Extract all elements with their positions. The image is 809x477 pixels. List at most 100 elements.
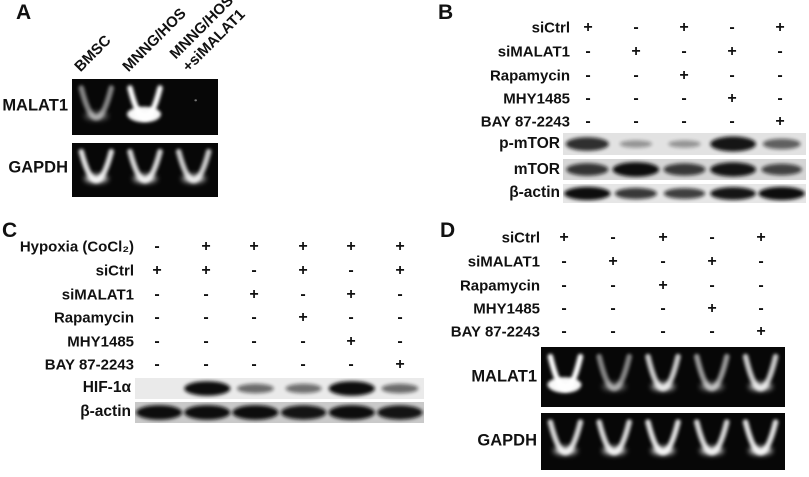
panel-d-sign-rapamycin-lane-2: - <box>610 277 616 294</box>
panel-d-row-mhy1485-label: MHY1485 <box>473 300 540 318</box>
panel-b-row-rapamycin-label: Rapamycin <box>489 67 570 85</box>
panel-d-sign-mhy1485-lane-1: - <box>561 300 567 317</box>
panel-d-sign-rapamycin-lane-1: - <box>561 277 567 294</box>
panel-a-strip-malat1-label: MALAT1 <box>2 96 68 115</box>
panel-b-sign-bay-87-2243-lane-4: - <box>729 113 735 130</box>
panel-a-lane-label-bmsc: BMSC <box>71 32 115 76</box>
panel-b-sign-bay-87-2243-lane-5: + <box>775 113 785 130</box>
panel-c-sign-bay-87-2243-lane-2: - <box>203 356 209 373</box>
panel-b-sign-mhy1485-lane-1: - <box>585 90 591 107</box>
panel-d-sign-simalat1-lane-3: - <box>660 253 666 270</box>
panel-c-blot-actin-image <box>135 402 424 423</box>
panel-c-row-simalat1-label: siMALAT1 <box>61 286 134 304</box>
panel-b-blot-actin-image <box>563 184 806 203</box>
panel-c-sign-bay-87-2243-lane-1: - <box>154 356 160 373</box>
panel-c-sign-simalat1-lane-4: - <box>300 286 306 303</box>
panel-d-sign-sictrl-lane-3: + <box>658 229 668 246</box>
panel-c-sign-rapamycin-lane-4: + <box>298 309 308 326</box>
panel-c-sign-simalat1-lane-2: - <box>203 286 209 303</box>
panel-c-sign-rapamycin-lane-6: - <box>397 309 403 326</box>
panel-a-label: A <box>16 1 32 24</box>
panel-c-label: C <box>2 219 18 242</box>
panel-b-sign-simalat1-lane-1: - <box>585 43 591 60</box>
panel-b-sign-sictrl-lane-2: - <box>633 19 639 36</box>
panel-c-sign-sictrl-lane-6: + <box>395 262 405 279</box>
panel-b-sign-bay-87-2243-lane-3: - <box>681 113 687 130</box>
panel-b-sign-simalat1-lane-4: + <box>727 43 737 60</box>
panel-c-row-hypoxia-cocl-label: Hypoxia (CoCl₂) <box>19 238 134 256</box>
panel-b-blot-p-mtor-image <box>563 133 806 155</box>
panel-d-sign-sictrl-lane-4: - <box>709 229 715 246</box>
panel-d-sign-bay-87-2243-lane-4: - <box>709 323 715 340</box>
panel-b-sign-rapamycin-lane-1: - <box>585 67 591 84</box>
panel-c-sign-simalat1-lane-6: - <box>397 286 403 303</box>
panel-c-sign-rapamycin-lane-1: - <box>154 309 160 326</box>
panel-c-sign-sictrl-lane-3: - <box>251 262 257 279</box>
panel-d-row-bay-87-2243-label: BAY 87-2243 <box>450 323 540 341</box>
panel-b-strip-actin-label: β-actin <box>509 184 560 201</box>
panel-d-sign-simalat1-lane-5: - <box>758 253 764 270</box>
panel-a-strip-gapdh-label: GAPDH <box>8 158 68 177</box>
panel-d-sign-simalat1-lane-4: + <box>707 253 717 270</box>
panel-d-sign-mhy1485-lane-2: - <box>610 300 616 317</box>
panel-c-sign-sictrl-lane-5: - <box>348 262 354 279</box>
panel-d-row-simalat1-label: siMALAT1 <box>467 253 540 271</box>
panel-c-sign-bay-87-2243-lane-4: - <box>300 356 306 373</box>
panel-d-sign-rapamycin-lane-4: - <box>709 277 715 294</box>
panel-c-row-bay-87-2243-label: BAY 87-2243 <box>44 356 134 374</box>
panel-b-strip-p-mtor-label: p-mTOR <box>499 135 560 152</box>
panel-c-strip-actin-label: β-actin <box>80 403 131 420</box>
panel-c-sign-sictrl-lane-4: + <box>298 262 308 279</box>
panel-b-label: B <box>438 1 454 24</box>
panel-b-row-bay-87-2243-label: BAY 87-2243 <box>480 113 570 131</box>
panel-d-gel-malat1-image <box>541 347 785 407</box>
panel-d-strip-gapdh-label: GAPDH <box>477 431 537 450</box>
panel-d-sign-sictrl-lane-2: - <box>610 229 616 246</box>
panel-b-sign-mhy1485-lane-4: + <box>727 90 737 107</box>
panel-b-sign-rapamycin-lane-2: - <box>633 67 639 84</box>
panel-c-sign-mhy1485-lane-5: + <box>346 333 356 350</box>
panel-c-sign-hypoxia-cocl-lane-1: - <box>154 238 160 255</box>
panel-c-sign-hypoxia-cocl-lane-2: + <box>201 238 211 255</box>
panel-c-sign-mhy1485-lane-3: - <box>251 333 257 350</box>
panel-b-sign-simalat1-lane-2: + <box>631 43 641 60</box>
panel-c-sign-rapamycin-lane-2: - <box>203 309 209 326</box>
panel-c-row-rapamycin-label: Rapamycin <box>53 309 134 327</box>
panel-c-sign-simalat1-lane-3: + <box>249 286 259 303</box>
panel-c-sign-bay-87-2243-lane-6: + <box>395 356 405 373</box>
panel-b-sign-bay-87-2243-lane-2: - <box>633 113 639 130</box>
panel-b-sign-simalat1-lane-5: - <box>777 43 783 60</box>
panel-b-sign-mhy1485-lane-3: - <box>681 90 687 107</box>
panel-c-sign-bay-87-2243-lane-5: - <box>348 356 354 373</box>
panel-d-row-sictrl-label: siCtrl <box>501 229 540 247</box>
panel-b-sign-bay-87-2243-lane-1: - <box>585 113 591 130</box>
panel-c-sign-hypoxia-cocl-lane-4: + <box>298 238 308 255</box>
panel-d-sign-simalat1-lane-2: + <box>608 253 618 270</box>
panel-d-sign-rapamycin-lane-3: + <box>658 277 668 294</box>
panel-b-sign-rapamycin-lane-3: + <box>679 67 689 84</box>
panel-d-sign-rapamycin-lane-5: - <box>758 277 764 294</box>
panel-c-sign-sictrl-lane-1: + <box>152 262 162 279</box>
panel-d-sign-bay-87-2243-lane-3: - <box>660 323 666 340</box>
panel-d-sign-bay-87-2243-lane-1: - <box>561 323 567 340</box>
panel-d-sign-sictrl-lane-5: + <box>756 229 766 246</box>
panel-c-blot-hif-1-image <box>135 378 424 399</box>
panel-b-sign-simalat1-lane-3: - <box>681 43 687 60</box>
panel-c-sign-mhy1485-lane-2: - <box>203 333 209 350</box>
panel-d-sign-bay-87-2243-lane-2: - <box>610 323 616 340</box>
panel-b-blot-mtor-image <box>563 159 806 180</box>
panel-b-sign-rapamycin-lane-5: - <box>777 67 783 84</box>
panel-c-sign-mhy1485-lane-6: - <box>397 333 403 350</box>
panel-b-row-sictrl-label: siCtrl <box>531 19 570 37</box>
panel-b-strip-mtor-label: mTOR <box>513 161 560 178</box>
panel-d-sign-sictrl-lane-1: + <box>559 229 569 246</box>
panel-d-row-rapamycin-label: Rapamycin <box>459 277 540 295</box>
panel-d-sign-simalat1-lane-1: - <box>561 253 567 270</box>
panel-b-row-mhy1485-label: MHY1485 <box>503 90 570 108</box>
panel-c-strip-hif-1-label: HIF-1α <box>82 379 131 396</box>
panel-b-row-simalat1-label: siMALAT1 <box>497 43 570 61</box>
panel-c-sign-mhy1485-lane-4: - <box>300 333 306 350</box>
panel-c-sign-rapamycin-lane-5: - <box>348 309 354 326</box>
panel-b-sign-mhy1485-lane-2: - <box>633 90 639 107</box>
